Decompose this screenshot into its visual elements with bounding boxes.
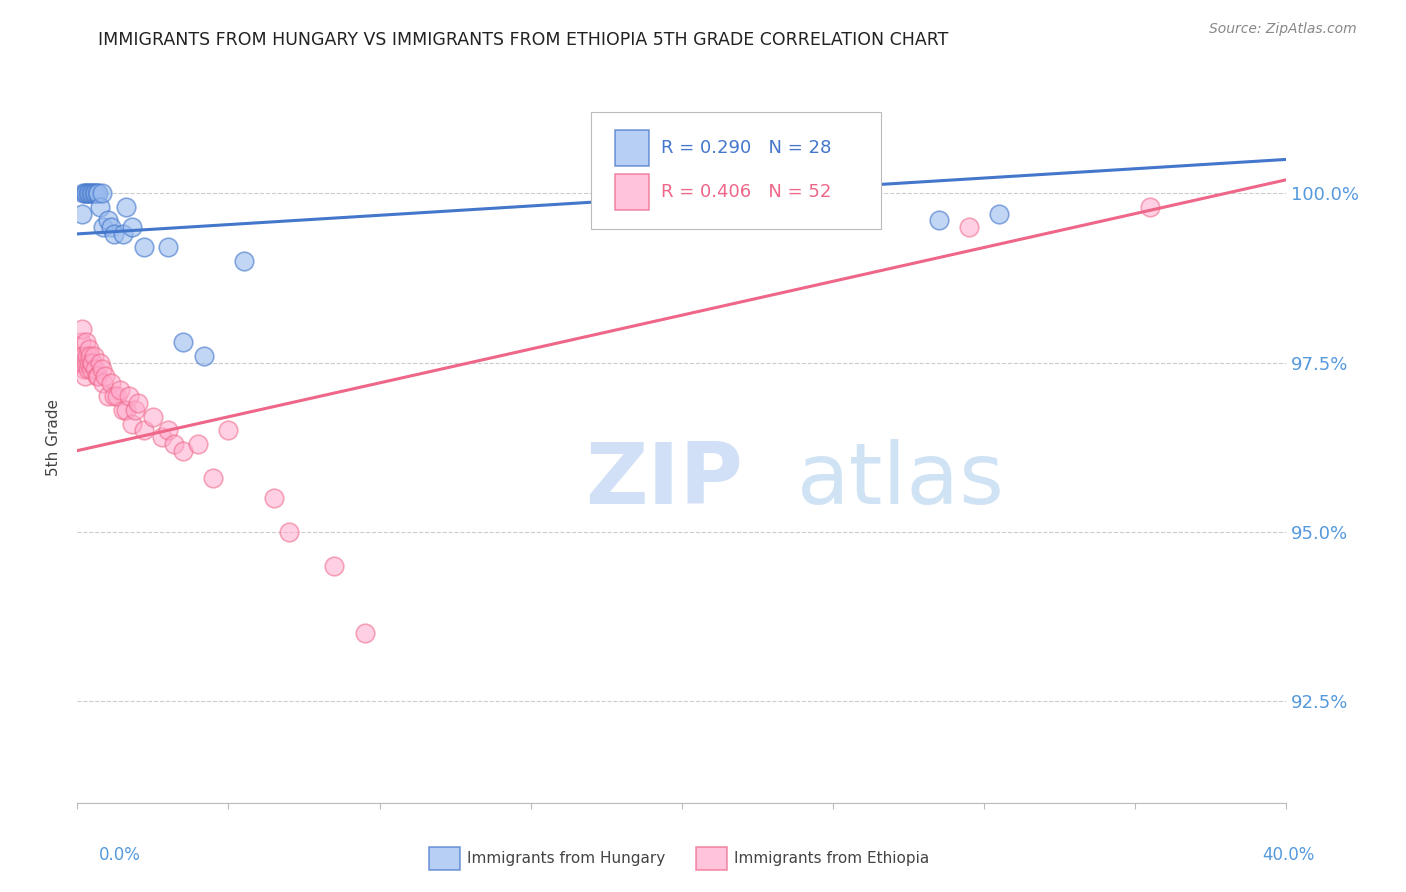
Point (93, 369, 115, 384)
Point (193, 349, 215, 363)
Point (121, 220, 143, 235)
FancyBboxPatch shape (592, 112, 882, 228)
Point (79, 349, 101, 363)
Point (80, 362, 103, 376)
Text: R = 0.406   N = 52: R = 0.406 N = 52 (661, 183, 832, 201)
Point (172, 443, 194, 458)
Point (323, 558, 346, 573)
Point (114, 403, 136, 417)
Point (89, 200, 111, 214)
Point (67, 355, 90, 369)
Point (108, 383, 131, 397)
Point (72, 186, 94, 201)
Point (90, 186, 112, 201)
Point (77, 342, 100, 356)
Point (988, 206, 1011, 220)
Point (1139, 200, 1161, 214)
Text: 0.0%: 0.0% (98, 846, 141, 863)
Point (89, 355, 111, 369)
Point (103, 227, 125, 241)
Point (87, 186, 110, 201)
Point (83, 186, 105, 201)
Point (278, 524, 301, 539)
Point (72, 349, 94, 363)
Point (100, 376, 122, 390)
Bar (616, 130, 650, 167)
Point (75, 355, 97, 369)
Point (150, 430, 173, 444)
Point (77, 186, 100, 201)
Point (73, 369, 96, 384)
Point (84, 362, 107, 376)
Point (70, 322, 93, 336)
Point (124, 403, 146, 417)
Text: IMMIGRANTS FROM HUNGARY VS IMMIGRANTS FROM ETHIOPIA 5TH GRADE CORRELATION CHART: IMMIGRANTS FROM HUNGARY VS IMMIGRANTS FR… (98, 31, 949, 49)
Point (232, 254, 254, 268)
Point (96, 389, 118, 403)
Point (75, 335, 97, 350)
Text: atlas: atlas (797, 440, 1005, 523)
Text: Source: ZipAtlas.com: Source: ZipAtlas.com (1209, 22, 1357, 37)
Point (111, 403, 134, 417)
Point (118, 389, 141, 403)
Point (82, 355, 104, 369)
Point (187, 437, 209, 451)
Point (202, 471, 225, 485)
Point (82, 186, 104, 201)
Point (69, 349, 91, 363)
Point (90, 362, 112, 376)
Y-axis label: 5th Grade: 5th Grade (46, 399, 62, 475)
Point (353, 626, 375, 640)
Point (79, 355, 101, 369)
Point (86, 369, 108, 384)
Text: R = 0.290   N = 28: R = 0.290 N = 28 (661, 139, 832, 157)
Point (80, 355, 103, 369)
Point (76, 349, 98, 363)
Point (100, 220, 122, 235)
Point (80, 186, 103, 201)
Point (83, 349, 105, 363)
Point (157, 423, 180, 437)
Point (218, 423, 240, 437)
Text: 40.0%: 40.0% (1263, 846, 1315, 863)
Point (91, 376, 114, 390)
Point (105, 389, 128, 403)
Point (77, 362, 100, 376)
Point (91, 220, 114, 235)
Point (70, 335, 93, 350)
Point (263, 491, 285, 505)
Point (172, 335, 194, 350)
Point (142, 409, 165, 424)
Point (84, 186, 107, 201)
Point (79, 186, 101, 201)
Point (957, 220, 980, 235)
Point (72, 355, 94, 369)
Point (114, 200, 136, 214)
Text: Immigrants from Ethiopia: Immigrants from Ethiopia (734, 852, 929, 866)
Bar (616, 174, 650, 211)
Point (96, 213, 118, 227)
Point (73, 186, 96, 201)
Point (111, 227, 134, 241)
Point (70, 206, 93, 220)
Point (157, 240, 180, 254)
Point (75, 186, 97, 201)
Text: ZIP: ZIP (585, 440, 742, 523)
Point (87, 369, 110, 384)
Point (132, 423, 155, 437)
Text: Immigrants from Hungary: Immigrants from Hungary (467, 852, 665, 866)
Point (73, 362, 96, 376)
Point (127, 396, 149, 410)
Point (86, 186, 108, 201)
Point (163, 437, 186, 451)
Point (928, 213, 950, 227)
Point (121, 417, 143, 431)
Point (132, 240, 155, 254)
Point (103, 389, 125, 403)
